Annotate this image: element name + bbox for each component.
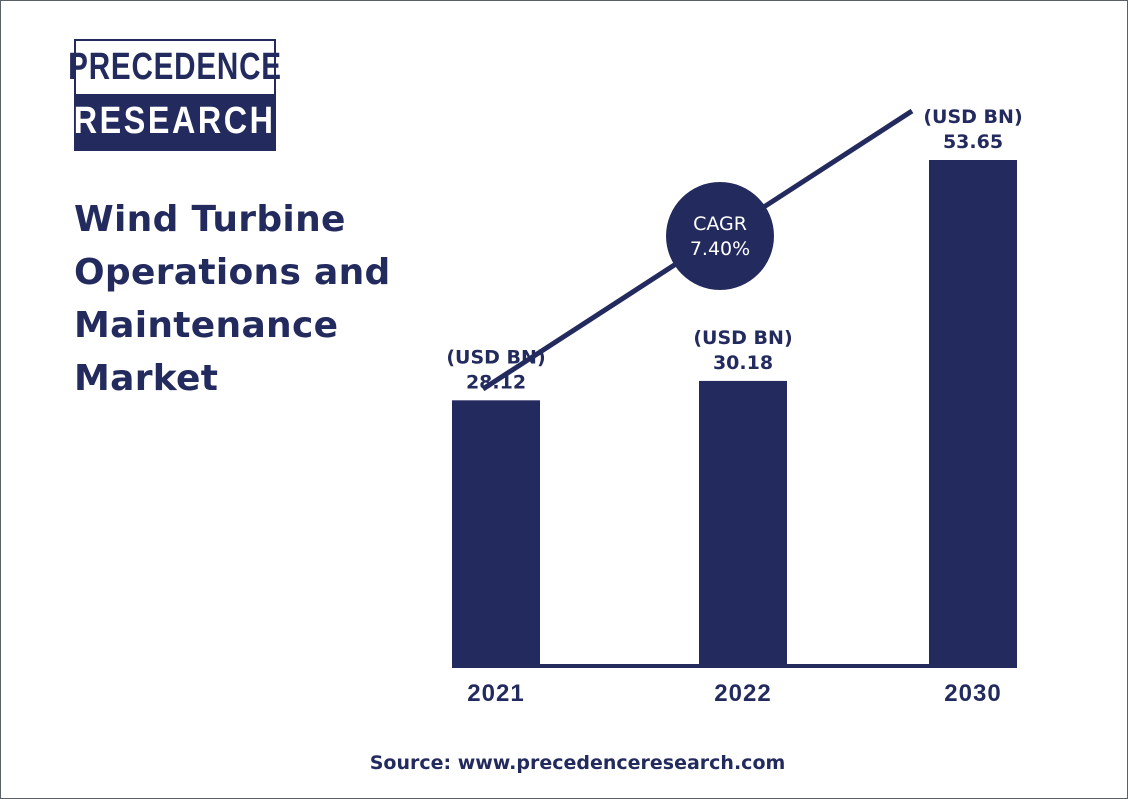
source-note: Source: www.precedenceresearch.com (369, 752, 786, 774)
bar-2022 (699, 380, 787, 665)
value-label-2030: 53.65 (943, 131, 1003, 153)
brand-logo: PRECEDENCE RESEARCH (68, 39, 281, 151)
cagr-value: 7.40% (690, 238, 750, 260)
logo-line-2-text: RESEARCH (74, 100, 276, 142)
cagr-circle (666, 182, 774, 290)
cagr-label: CAGR (693, 213, 747, 235)
title-line-1: Wind Turbine (74, 199, 346, 240)
title-line-4: Market (74, 358, 219, 399)
logo-line-2: RESEARCH (74, 94, 276, 149)
x-tick-2022: 2022 (714, 680, 771, 707)
unit-label-2022: (USD BN) (693, 327, 792, 349)
bar-2021 (452, 400, 540, 665)
x-tick-2021: 2021 (467, 680, 524, 707)
bar-2030 (929, 160, 1017, 665)
x-tick-2030: 2030 (944, 680, 1001, 707)
value-label-2022: 30.18 (713, 352, 773, 374)
chart-title: Wind Turbine Operations and Maintenance … (74, 193, 434, 405)
title-line-2: Operations and (74, 252, 391, 293)
unit-label-2030: (USD BN) (923, 106, 1022, 128)
logo-line-1: PRECEDENCE (68, 41, 281, 94)
title-line-3: Maintenance (74, 305, 339, 346)
